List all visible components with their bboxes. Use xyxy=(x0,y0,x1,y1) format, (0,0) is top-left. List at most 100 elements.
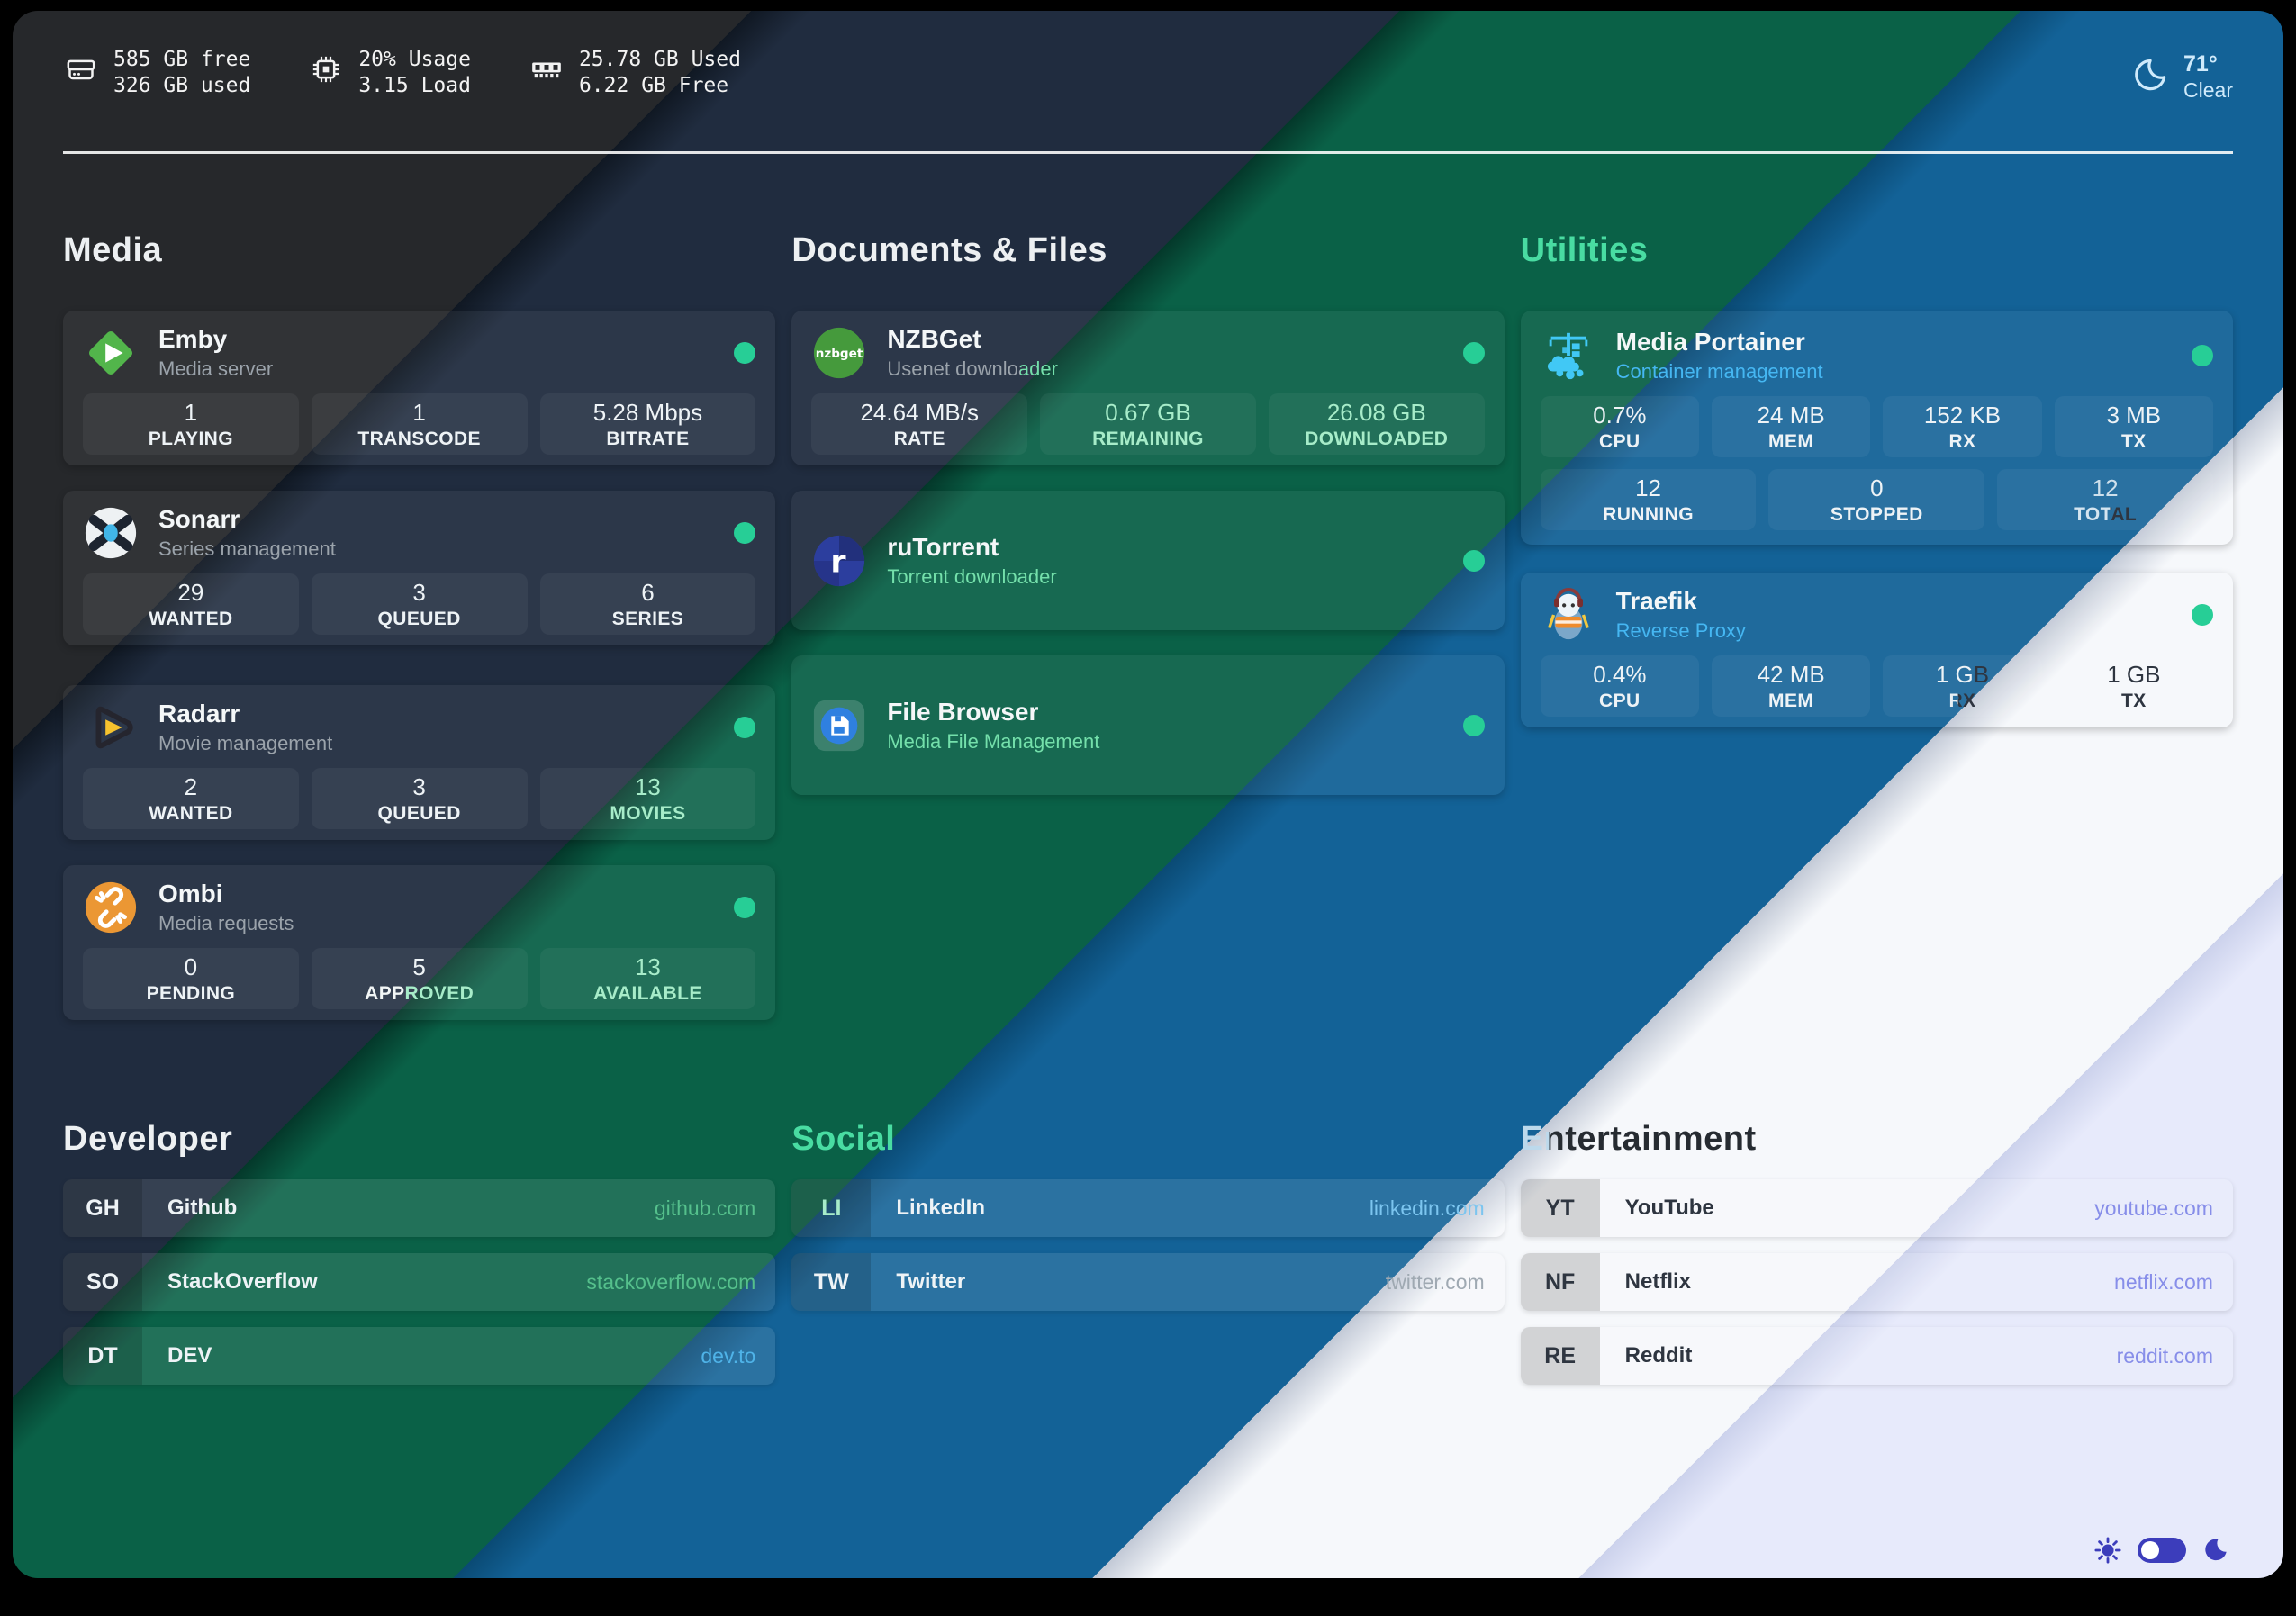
stat-value-wanted: 29 xyxy=(177,578,204,606)
stat-label-tx: TX xyxy=(2120,430,2147,452)
section-social: Social LI LinkedIn linkedin.com TW Twitter twi… xyxy=(791,1120,1505,1385)
stat-value-approved: 5 xyxy=(412,952,426,980)
card-header-file-browser: File Browser Media File Management xyxy=(811,697,1485,754)
weather-condition: Clear xyxy=(2183,78,2233,102)
stat-label-mem: MEM xyxy=(1768,430,1814,452)
stat-tile-available: 13 AVAILABLE xyxy=(539,948,756,1009)
links-band: Developer GH Github github.com SO StackOverfl… xyxy=(63,1120,2233,1385)
link-row-github[interactable]: GH Github github.com xyxy=(63,1179,776,1237)
stat-label-bitrate: BITRATE xyxy=(606,428,690,449)
stat-value-tx: 3 MB xyxy=(2106,401,2162,429)
topbar: 585 GB free 326 GB used 20% Usage 3.15 L… xyxy=(63,34,2233,154)
stat-tiles-media-portainer: 0.7% CPU 24 MB MEM 152 KB RX 3 MB TX xyxy=(1540,396,2213,457)
link-name-reddit: Reddit xyxy=(1624,1343,1693,1368)
stat-label-approved: APPROVED xyxy=(365,982,475,1004)
card-titles-sonarr: Sonarr Series management xyxy=(158,505,336,561)
card-titles-emby: Emby Media server xyxy=(158,325,273,381)
stat-label-movies: MOVIES xyxy=(610,802,686,824)
stat-label-rate: RATE xyxy=(893,428,945,449)
stat-label-series: SERIES xyxy=(611,608,684,629)
stat-tile-playing: 1 PLAYING xyxy=(83,393,299,455)
stat-value-cpu: 0.4% xyxy=(1593,660,1647,688)
section-media: Media Emby Media server 1 PLAYING 1 TRANSCODE 5… xyxy=(63,231,776,1020)
stat-value-movies: 13 xyxy=(634,772,661,800)
link-row-dev[interactable]: DT DEV dev.to xyxy=(63,1327,776,1385)
card-nzbget[interactable]: nzbget NZBGet Usenet downloader 24.64 MB/s R… xyxy=(791,311,1505,465)
card-subtitle-ombi: Media requests xyxy=(158,912,294,934)
weather-widget: 71° Clear xyxy=(2131,47,2233,103)
link-url-youtube: youtube.com xyxy=(2094,1196,2213,1220)
stat-tile-approved: 5 APPROVED xyxy=(311,948,528,1009)
stat-tiles-sonarr: 29 WANTED 3 QUEUED 6 SERIES xyxy=(83,573,756,635)
status-dot-radarr xyxy=(734,717,756,738)
sonarr-icon xyxy=(83,505,139,561)
card-titles-file-browser: File Browser Media File Management xyxy=(887,698,1099,754)
memory-free: 6.22 GB Free xyxy=(578,74,729,97)
link-url-github: github.com xyxy=(654,1196,756,1220)
card-subtitle-media-portainer: Container management xyxy=(1615,360,1823,383)
card-file-browser[interactable]: File Browser Media File Management xyxy=(791,655,1505,795)
stat-label-rx: RX xyxy=(1948,430,1976,452)
card-titles-ombi: Ombi Media requests xyxy=(158,880,294,935)
theme-toggle[interactable] xyxy=(2138,1538,2186,1563)
card-title-nzbget: NZBGet xyxy=(887,325,981,353)
link-name-dev: DEV xyxy=(167,1343,212,1368)
svg-text:nzbget: nzbget xyxy=(816,347,863,361)
stat-value-available: 13 xyxy=(634,952,661,980)
card-subtitle-file-browser: Media File Management xyxy=(887,729,1100,753)
stat-value-playing: 1 xyxy=(184,398,198,426)
stat-value-cpu: 0.7% xyxy=(1593,401,1647,429)
card-titles-traefik: Traefik Reverse Proxy xyxy=(1616,587,1746,643)
stat-label-queued: QUEUED xyxy=(377,608,461,629)
card-subtitle-traefik: Reverse Proxy xyxy=(1615,619,1746,642)
stat-label-queued: QUEUED xyxy=(377,802,461,824)
traefik-icon xyxy=(1541,587,1596,643)
stat-label-cpu: CPU xyxy=(1599,690,1641,711)
disk-stats: 585 GB free 326 GB used xyxy=(63,47,250,99)
stat-tile-tx: 1 GB TX xyxy=(2054,655,2213,717)
card-sonarr[interactable]: Sonarr Series management 29 WANTED 3 QUEUED 6 S… xyxy=(63,491,776,645)
stat-value-downloaded: 26.08 GB xyxy=(1326,398,1426,426)
link-row-linkedin[interactable]: LI LinkedIn linkedin.com xyxy=(791,1179,1505,1237)
status-dot-sonarr xyxy=(734,522,756,544)
card-titles-nzbget: NZBGet Usenet downloader xyxy=(887,325,1058,381)
stat-tile-bitrate: 5.28 Mbps BITRATE xyxy=(539,393,756,455)
cpu-load: 3.15 Load xyxy=(358,74,471,97)
link-row-twitter[interactable]: TW Twitter twitter.com xyxy=(791,1253,1505,1311)
link-abbr-reddit: RE xyxy=(1520,1327,1600,1385)
section-title-documents-files: Documents & Files xyxy=(791,231,1107,269)
card-header-emby: Emby Media server xyxy=(83,324,756,382)
card-title-traefik: Traefik xyxy=(1615,587,1697,615)
card-titles-radarr: Radarr Movie management xyxy=(158,700,332,755)
svg-text:r: r xyxy=(831,544,847,580)
stat-tile-movies: 13 MOVIES xyxy=(539,768,756,829)
stat-tiles-emby: 1 PLAYING 1 TRANSCODE 5.28 Mbps BITRATE xyxy=(83,393,756,455)
card-media-portainer[interactable]: Media Portainer Container management 0.7% C… xyxy=(1520,311,2233,545)
link-abbr-linkedin: LI xyxy=(791,1179,872,1237)
card-radarr[interactable]: Radarr Movie management 2 WANTED 3 QUEUED 13 MO… xyxy=(63,685,776,840)
card-emby[interactable]: Emby Media server 1 PLAYING 1 TRANSCODE 5.28 M… xyxy=(63,311,776,465)
card-subtitle-rutorrent: Torrent downloader xyxy=(887,564,1057,588)
stat-value-wanted: 2 xyxy=(184,772,198,800)
card-ombi[interactable]: Ombi Media requests 0 PENDING 5 APPROVED 13 AVA… xyxy=(63,865,776,1020)
section-title-entertainment: Entertainment xyxy=(1521,1120,2233,1163)
moon-icon[interactable] xyxy=(2202,1538,2228,1563)
stat-tile-running: 12 RUNNING xyxy=(1540,469,1757,530)
link-name-youtube: YouTube xyxy=(1624,1196,1714,1220)
hdd-icon xyxy=(63,51,99,95)
card-rutorrent[interactable]: r ruTorrent Torrent downloader xyxy=(791,491,1505,630)
sun-icon[interactable] xyxy=(2094,1537,2121,1564)
stat-tile-queued: 3 QUEUED xyxy=(311,768,528,829)
stat-label-transcode: TRANSCODE xyxy=(357,428,481,449)
link-row-youtube[interactable]: YT YouTube youtube.com xyxy=(1520,1179,2233,1237)
section-developer: Developer GH Github github.com SO StackOverfl… xyxy=(63,1120,776,1385)
card-traefik[interactable]: Traefik Reverse Proxy 0.4% CPU 42 MB MEM 1 GB R… xyxy=(1520,573,2233,727)
link-name-twitter: Twitter xyxy=(896,1269,966,1294)
services-band: Media Emby Media server 1 PLAYING 1 TRANSCODE 5… xyxy=(63,231,2233,1020)
link-name-netflix: Netflix xyxy=(1624,1269,1692,1294)
link-row-stackoverflow[interactable]: SO StackOverflow stackoverflow.com xyxy=(63,1253,776,1311)
memory-used: 25.78 GB Used xyxy=(578,48,741,71)
stat-tile-cpu: 0.4% CPU xyxy=(1540,655,1699,717)
link-row-netflix[interactable]: NF Netflix netflix.com xyxy=(1520,1253,2233,1311)
link-row-reddit[interactable]: RE Reddit reddit.com xyxy=(1520,1327,2233,1385)
